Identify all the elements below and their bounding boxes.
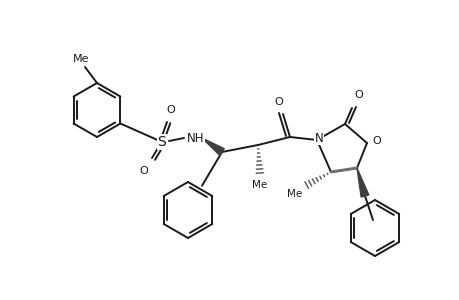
Text: O: O xyxy=(274,97,283,107)
Polygon shape xyxy=(202,138,224,155)
Text: Me: Me xyxy=(73,54,89,64)
Text: S: S xyxy=(157,135,166,149)
Text: NH: NH xyxy=(187,131,204,145)
Text: Me: Me xyxy=(287,189,302,199)
Text: N: N xyxy=(314,131,323,145)
Text: O: O xyxy=(372,136,381,146)
Text: O: O xyxy=(166,105,175,115)
Text: O: O xyxy=(140,166,148,176)
Text: Me: Me xyxy=(252,180,267,190)
Polygon shape xyxy=(356,168,368,197)
Text: O: O xyxy=(354,90,363,100)
